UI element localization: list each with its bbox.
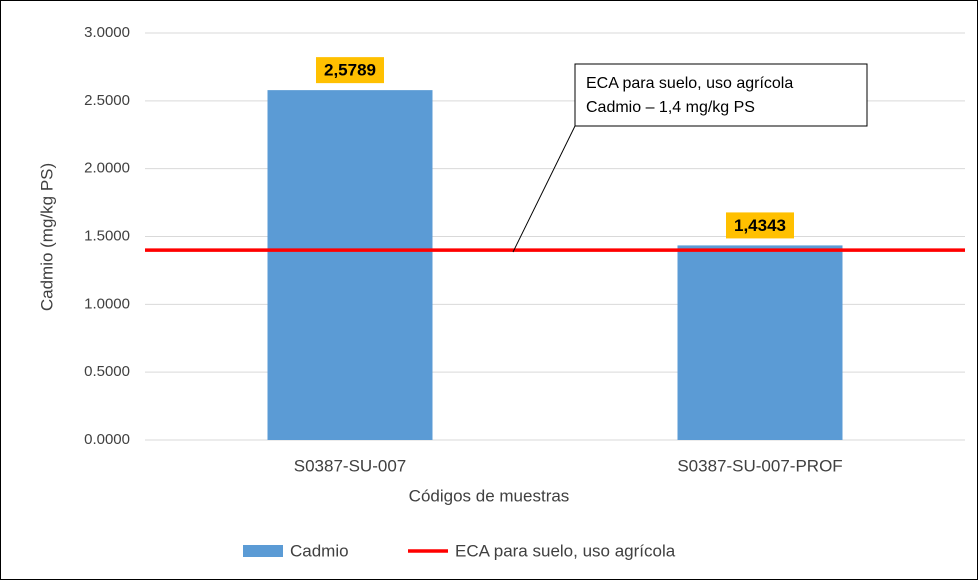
y-tick-label: 0.0000 <box>84 431 130 448</box>
bar <box>677 245 843 440</box>
data-label: 2,5789 <box>324 61 376 80</box>
legend-label: ECA para suelo, uso agrícola <box>455 541 676 560</box>
y-tick-label: 1.0000 <box>84 295 130 312</box>
x-tick-label: S0387-SU-007 <box>294 456 406 475</box>
y-tick-label: 2.0000 <box>84 160 130 177</box>
annotation-pointer <box>512 125 576 253</box>
y-tick-label: 0.5000 <box>84 363 130 380</box>
y-tick-label: 3.0000 <box>84 24 130 41</box>
y-tick-label: 2.5000 <box>84 92 130 109</box>
annotation-text: ECA para suelo, uso agrícola <box>586 75 793 92</box>
annotation-box <box>574 63 868 127</box>
data-label-bg <box>316 57 384 84</box>
legend-swatch <box>243 545 283 557</box>
y-tick-label: 1.5000 <box>84 227 130 244</box>
x-tick-label: S0387-SU-007-PROF <box>677 456 842 475</box>
data-label: 1,4343 <box>734 216 786 235</box>
x-axis-title: Códigos de muestras <box>409 486 570 505</box>
legend-label: Cadmio <box>290 541 349 560</box>
y-axis-title: Cadmio (mg/kg PS) <box>37 163 56 311</box>
bar <box>267 90 433 440</box>
data-label-bg <box>726 212 794 239</box>
annotation-text: Cadmio – 1,4 mg/kg PS <box>586 99 755 116</box>
